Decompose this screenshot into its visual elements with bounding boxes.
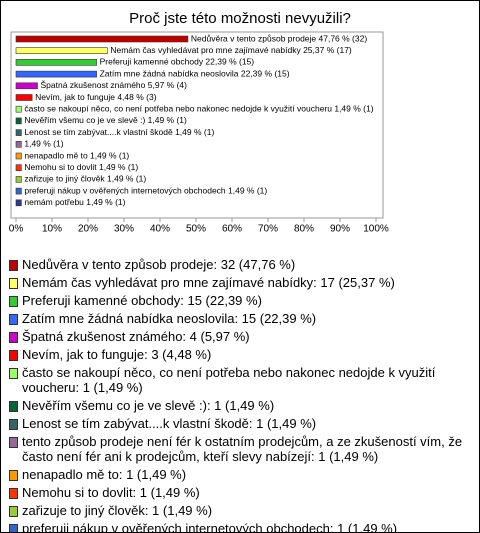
legend-item: preferuji nákup v ověřených internetovýc… <box>9 521 471 533</box>
bar <box>15 152 22 160</box>
bar-label: Nedůvěra v tento způsob prodeje 47,76 % … <box>191 33 367 43</box>
legend-label: Nevím, jak to funguje: 3 (4,48 %) <box>22 347 212 362</box>
bar-label: zařizuje to jiný člověk 1,49 % (1) <box>24 174 146 184</box>
legend: Nedůvěra v tento způsob prodeje: 32 (47,… <box>9 257 471 533</box>
x-tick-label: 60% <box>222 224 242 235</box>
bar <box>15 105 22 113</box>
legend-item: zařizuje to jiný člověk: 1 (1,49 %) <box>9 503 471 518</box>
bar <box>15 199 22 207</box>
bar <box>15 176 22 183</box>
bar <box>15 164 22 171</box>
bar-label: Lenost se tím zabývat....k vlastní škodě… <box>24 127 214 137</box>
bar-label: Preferuji kamenné obchody 22,39 % (15) <box>100 57 255 67</box>
bar-label: Zatím mne žádná nabídka neoslovila 22,39… <box>100 68 290 78</box>
x-tick-label: 70% <box>258 224 278 235</box>
bar-label: preferuji nákup v ověřených internetovýc… <box>24 185 267 195</box>
bar-label: nemám potřebu 1,49 % (1) <box>24 197 125 207</box>
legend-label: Nemám čas vyhledávat pro mne zajímavé na… <box>22 275 395 290</box>
x-tick-label: 0% <box>9 224 24 235</box>
legend-swatch <box>9 260 18 271</box>
bar <box>15 129 22 136</box>
legend-item: Nedůvěra v tento způsob prodeje: 32 (47,… <box>9 257 471 272</box>
legend-item: Nemám čas vyhledávat pro mne zajímavé na… <box>9 275 471 290</box>
legend-item: Špatná zkušenost známého: 4 (5,97 %) <box>9 329 471 344</box>
bar-label: Nemám čas vyhledávat pro mne zajímavé na… <box>110 45 352 55</box>
legend-swatch <box>9 437 18 448</box>
plot-frame <box>10 31 384 219</box>
bar <box>15 187 22 195</box>
bar-label: nenapadlo mě to 1,49 % (1) <box>24 150 129 160</box>
legend-swatch <box>9 524 18 532</box>
legend-item: často se nakoupí něco, co není potřeba n… <box>9 365 471 395</box>
x-tick-label: 90% <box>330 224 350 235</box>
legend-swatch <box>9 332 18 343</box>
plot: Proč jste této možnosti nevyužili? 0% 10%… <box>9 10 389 235</box>
legend-item: tento způsob prodeje není fér k ostatním… <box>9 434 471 464</box>
legend-item: Nemohu si to dovlit: 1 (1,49 %) <box>9 485 471 500</box>
legend-label: nenapadlo mě to: 1 (1,49 %) <box>22 467 187 482</box>
bar-label: Špatná zkušenost známého 5,97 % (4) <box>40 80 187 90</box>
bar-label: Nevěřím všemu co je ve slevě :) 1,49 % (… <box>24 115 187 125</box>
legend-label: Preferuji kamenné obchody: 15 (22,39 %) <box>22 293 262 308</box>
x-tick-label: 50% <box>186 224 206 235</box>
legend-swatch <box>9 296 18 307</box>
legend-label: Zatím mne žádná nabídka neoslovila: 15 (… <box>22 311 317 326</box>
bar <box>15 70 97 78</box>
bar-label: 1,49 % (1) <box>24 139 63 149</box>
legend-item: Nevím, jak to funguje: 3 (4,48 %) <box>9 347 471 362</box>
x-tick-label: 10% <box>42 224 62 235</box>
bar-label: často se nakoupí něco, co není potřeba n… <box>24 103 373 113</box>
legend-label: Nemohu si to dovlit: 1 (1,49 %) <box>22 485 200 500</box>
chart-title: Proč jste této možnosti nevyužili? <box>129 10 351 27</box>
legend-label: zařizuje to jiný člověk: 1 (1,49 %) <box>22 503 213 518</box>
legend-swatch <box>9 401 18 412</box>
legend-label: Špatná zkušenost známého: 4 (5,97 %) <box>22 329 250 344</box>
bar <box>15 141 22 148</box>
legend-item: nenapadlo mě to: 1 (1,49 %) <box>9 467 471 482</box>
bar-label: Nemohu si to dovlit 1,49 % (1) <box>24 162 138 172</box>
bar <box>15 82 38 90</box>
x-tick-label: 40% <box>150 224 170 235</box>
bar <box>15 47 108 55</box>
bar-label: Nevím, jak to funguje 4,48 % (3) <box>35 92 157 102</box>
legend-swatch <box>9 278 18 289</box>
legend-swatch <box>9 488 18 499</box>
x-tick-label: 100% <box>363 224 389 235</box>
legend-item: Zatím mne žádná nabídka neoslovila: 15 (… <box>9 311 471 326</box>
x-tick-label: 20% <box>78 224 98 235</box>
bar <box>15 35 189 43</box>
legend-swatch <box>9 314 18 325</box>
legend-label: tento způsob prodeje není fér k ostatním… <box>22 434 463 464</box>
legend-label: preferuji nákup v ověřených internetovýc… <box>22 521 398 533</box>
legend-swatch <box>9 368 18 379</box>
bar <box>15 94 33 101</box>
x-tick-label: 30% <box>114 224 134 235</box>
bar <box>15 59 97 66</box>
legend-label: často se nakoupí něco, co není potřeba n… <box>22 365 436 395</box>
legend-swatch <box>9 506 18 517</box>
legend-label: Lenost se tím zabývat....k vlastní škodě… <box>22 416 317 431</box>
legend-item: Nevěřím všemu co je ve slevě :): 1 (1,49… <box>9 398 471 413</box>
x-tick-label: 80% <box>294 224 314 235</box>
legend-label: Nedůvěra v tento způsob prodeje: 32 (47,… <box>22 257 296 272</box>
legend-label: Nevěřím všemu co je ve slevě :): 1 (1,49… <box>22 398 275 413</box>
legend-item: Preferuji kamenné obchody: 15 (22,39 %) <box>9 293 471 308</box>
legend-swatch <box>9 470 18 481</box>
legend-swatch <box>9 350 18 361</box>
bar <box>15 117 22 125</box>
legend-item: Lenost se tím zabývat....k vlastní škodě… <box>9 416 471 431</box>
legend-swatch <box>9 419 18 430</box>
